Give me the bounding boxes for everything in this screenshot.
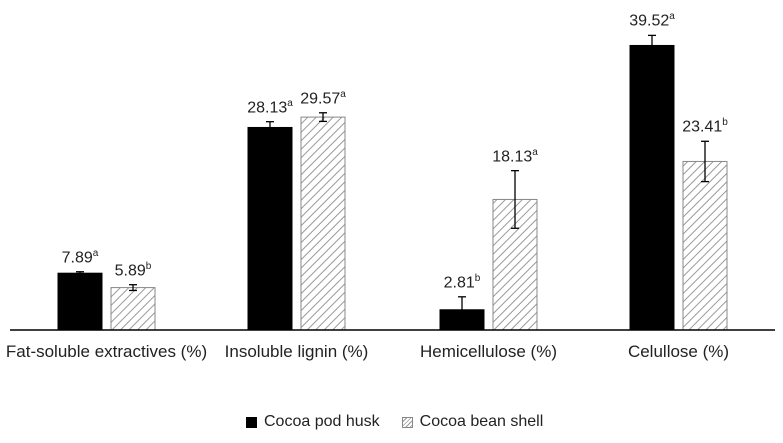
bar — [300, 116, 346, 331]
value-label: 28.13a — [247, 97, 293, 117]
value-label: 23.41b — [682, 117, 728, 136]
category-label: Insoluble lignin (%) — [224, 342, 369, 361]
value-label: 7.89a — [61, 247, 99, 267]
value-label: 18.13a — [492, 146, 538, 165]
value-label: 2.81b — [443, 272, 481, 292]
category-label: Hemicellulose (%) — [420, 342, 557, 361]
legend-swatch-bean-shell — [401, 416, 413, 428]
legend-label-pod-husk: Cocoa pod husk — [264, 413, 380, 430]
bar — [629, 44, 675, 331]
bar — [110, 287, 156, 331]
legend-swatch-pod-husk — [246, 416, 257, 428]
value-label: 5.89b — [114, 260, 152, 280]
value-label: 39.52a — [629, 11, 675, 30]
legend-label-bean-shell: Cocoa bean shell — [419, 413, 544, 430]
category-label: Celullose (%) — [627, 342, 730, 361]
category-label: Fat-soluble extractives (%) — [5, 342, 208, 361]
legend: Cocoa pod husk Cocoa bean shell — [246, 413, 543, 431]
bar — [247, 126, 293, 331]
value-label: 29.57a — [300, 88, 346, 108]
bar — [682, 160, 728, 331]
bar — [57, 272, 103, 331]
